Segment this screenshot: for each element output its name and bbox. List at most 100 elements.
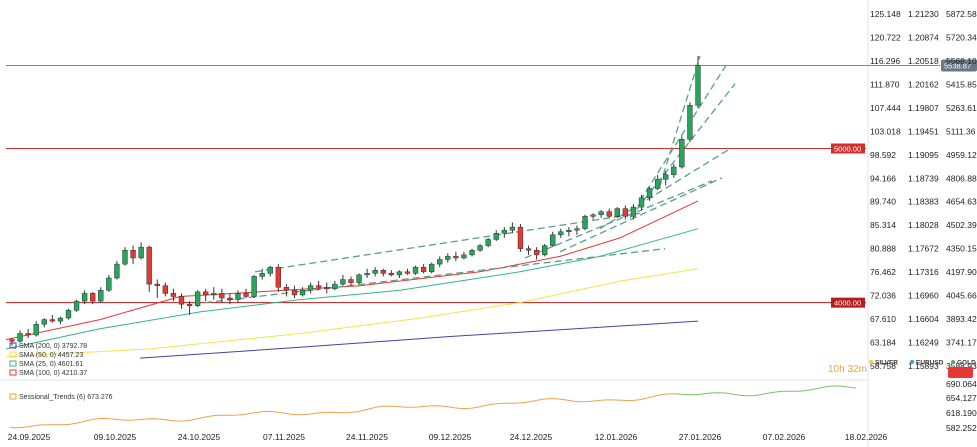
eurusd-axis-label: 1.15893 — [908, 361, 939, 371]
candle-body — [259, 273, 265, 277]
candle-body — [679, 139, 685, 168]
alert-badge — [948, 367, 973, 378]
candle-body — [170, 293, 177, 297]
candle-body — [146, 246, 152, 285]
level-tag-label: 4000.00 — [834, 299, 861, 308]
candles — [9, 56, 701, 346]
gold-axis-label: 3893.42 — [946, 314, 977, 324]
candle-body — [227, 297, 233, 300]
candle-body — [485, 239, 491, 246]
price-tag-label: 5538.87 — [944, 61, 971, 70]
silver-axis-label: 89.740 — [870, 197, 896, 207]
candle-body — [194, 291, 201, 306]
candle-body — [81, 293, 88, 302]
gold-axis-label: 5872.58 — [946, 9, 977, 19]
eurusd-axis-label: 1.17316 — [908, 267, 939, 277]
candle-body — [114, 263, 120, 279]
eurusd-axis-label: 1.20162 — [908, 79, 939, 89]
candle-body — [428, 263, 435, 273]
candle-body — [493, 233, 499, 240]
candle-body — [33, 323, 39, 336]
legend-swatch — [9, 342, 17, 349]
candle-body — [154, 283, 160, 286]
candle-body — [517, 226, 524, 249]
eurusd-axis-label: 1.18383 — [908, 197, 939, 207]
candle-timer: 10h 32m — [828, 364, 867, 375]
date-label: 09.12.2025 — [429, 432, 472, 442]
legend-swatch — [9, 393, 17, 400]
gold-axis-label: 3741.17 — [946, 338, 977, 348]
candle-body — [364, 273, 370, 276]
silver-axis-label: 103.018 — [870, 126, 901, 136]
candle-body — [243, 293, 249, 297]
eurusd-axis-label: 1.16249 — [908, 338, 939, 348]
gold-axis-label: 4350.15 — [946, 244, 977, 254]
candle-body — [622, 208, 629, 217]
price-axes: 125.148 1.21230 5872.58 120.722 1.20874 5720.… — [870, 9, 977, 371]
candle-body — [695, 65, 701, 106]
sma-legend: SMA (200, 0) 3792.78 SMA (50, 0) 4457.23 S… — [9, 342, 87, 377]
candle-body — [574, 228, 580, 231]
candle-body — [106, 277, 112, 291]
candle-body — [461, 254, 467, 259]
symbol-tag-label: EURUSD — [916, 360, 944, 367]
eurusd-axis-label: 1.21230 — [908, 9, 939, 19]
silver-axis-label: 72.036 — [870, 291, 896, 301]
candle-body — [235, 293, 241, 300]
trend-line — [204, 248, 666, 304]
candle-body — [219, 293, 225, 299]
indicator-axis-label: 654.127 — [946, 393, 977, 403]
eurusd-axis-label: 1.19807 — [908, 103, 939, 113]
symbol-dot — [869, 360, 873, 364]
candle-body — [453, 256, 459, 259]
silver-axis-label: 98.592 — [870, 150, 896, 160]
trend-line — [599, 149, 729, 230]
gold-axis-label: 5263.61 — [946, 103, 977, 113]
eurusd-axis-label: 1.16604 — [908, 314, 939, 324]
sma-lines — [5, 200, 699, 359]
candle-body — [501, 229, 507, 234]
silver-axis-label: 63.184 — [870, 338, 896, 348]
eurusd-axis-label: 1.16960 — [908, 291, 939, 301]
eurusd-axis-label: 1.19451 — [908, 126, 939, 136]
candle-body — [49, 319, 56, 322]
gold-axis-label: 3588.93 — [946, 361, 977, 371]
gold-axis-label: 5720.34 — [946, 32, 977, 42]
candle-body — [420, 266, 427, 273]
candle-body — [332, 283, 338, 290]
candle-body — [654, 179, 661, 189]
gold-axis-label: 4502.39 — [946, 220, 977, 230]
silver-axis-label: 116.296 — [870, 56, 900, 66]
date-axis: 24.09.2025 09.10.2025 24.10.2025 07.11.2025… — [8, 432, 888, 442]
candle-body — [445, 256, 451, 260]
gold-axis-label: 4806.88 — [946, 173, 977, 183]
candle-body — [203, 291, 209, 296]
price-tag-box — [941, 59, 977, 72]
trend-line — [254, 212, 641, 273]
level-tag-label: 5000.00 — [834, 144, 861, 153]
silver-axis-label: 85.314 — [870, 220, 896, 230]
date-label: 07.11.2025 — [263, 432, 305, 442]
silver-axis-label: 107.444 — [870, 103, 901, 113]
candle-body — [606, 211, 612, 217]
candle-body — [316, 285, 322, 288]
eurusd-axis-label: 1.19095 — [908, 150, 939, 160]
date-label: 18.02.2026 — [845, 432, 888, 442]
horizontal-levels: 5538.87 5000.00 4000.00 — [6, 59, 977, 308]
symbol-tags: SILVER EURUSD GOLD — [869, 360, 976, 378]
date-label: 12.01.2026 — [595, 432, 638, 442]
sessional-trends-line-recent — [675, 385, 857, 397]
candle-body — [299, 290, 306, 296]
candle-body — [348, 279, 354, 283]
candle-body — [283, 286, 290, 291]
silver-axis-label: 80.888 — [870, 244, 896, 254]
candle-body — [98, 290, 104, 302]
date-label: 07.02.2026 — [763, 432, 806, 442]
candle-body — [73, 300, 80, 311]
legend-swatch — [9, 351, 17, 358]
candle-body — [630, 206, 637, 217]
trend-line — [559, 177, 723, 253]
eurusd-axis-label: 1.18028 — [908, 220, 939, 230]
candle-body — [388, 273, 394, 276]
